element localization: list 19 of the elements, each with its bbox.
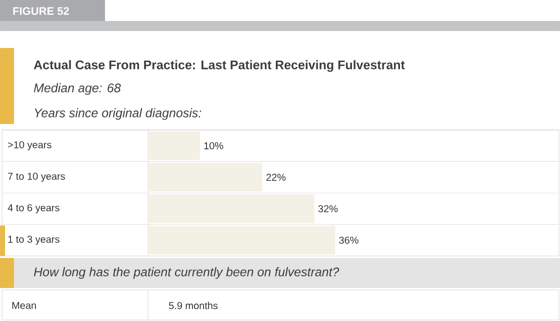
data-label: 32% xyxy=(318,205,338,212)
bar xyxy=(148,131,200,160)
data-label: 10% xyxy=(204,142,224,150)
bar xyxy=(148,162,262,192)
text: 5.9 months xyxy=(168,302,218,310)
bar xyxy=(148,194,314,223)
text: How long has the patient currently been on fulvestrant? xyxy=(34,267,340,279)
bar xyxy=(148,226,336,254)
caption: FIGURE 52 xyxy=(13,7,69,15)
y-tick-label: 4 to 6 years xyxy=(8,204,60,214)
y-tick-label: >10 years xyxy=(8,141,52,150)
text: Mean xyxy=(12,302,36,309)
chart-title: Actual Case From Practice: Last Patient Receiving Fulvestrant xyxy=(34,60,405,72)
data-label: 22% xyxy=(266,174,286,181)
data-label: 36% xyxy=(339,236,358,244)
y-tick-label: 7 to 10 years xyxy=(8,172,65,182)
chart-subtitle: Median age: 68 xyxy=(34,83,121,95)
y-tick-label: 1 to 3 years xyxy=(8,236,60,245)
y-axis-title: Years since original diagnosis: xyxy=(34,108,202,120)
